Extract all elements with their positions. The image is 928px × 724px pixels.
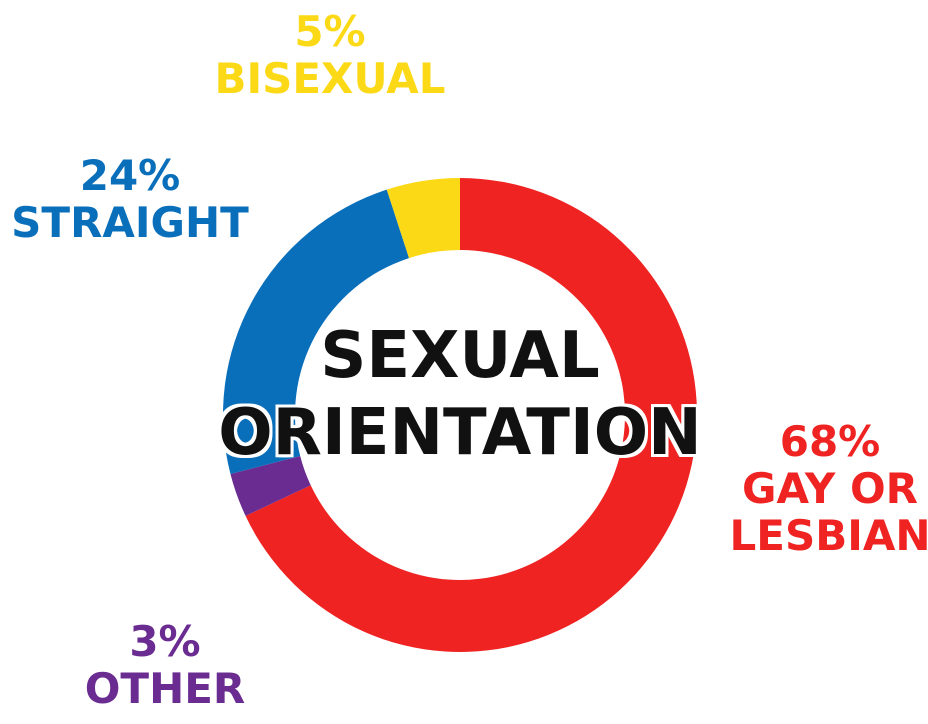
segment-label: 68% GAY OR LESBIAN	[730, 418, 928, 559]
donut-segment	[230, 456, 311, 516]
category-label: GAY OR LESBIAN	[729, 464, 928, 561]
segment-label: 24% STRAIGHT	[11, 152, 249, 246]
segment-label: 3% OTHER	[85, 618, 246, 712]
category-label: OTHER	[84, 664, 246, 714]
value-label: 68%	[779, 417, 881, 466]
category-label: BISEXUAL	[214, 54, 446, 104]
segment-label: 5% BISEXUAL	[214, 8, 445, 102]
category-label: STRAIGHT	[11, 198, 249, 248]
value-label: 3%	[129, 617, 201, 666]
value-label: 5%	[294, 7, 366, 56]
donut-segment	[245, 178, 698, 652]
donut-segment	[222, 189, 410, 474]
donut-segment	[386, 178, 460, 259]
chart-title: SEXUAL ORIENTATION	[218, 319, 702, 470]
value-label: 24%	[79, 151, 181, 200]
